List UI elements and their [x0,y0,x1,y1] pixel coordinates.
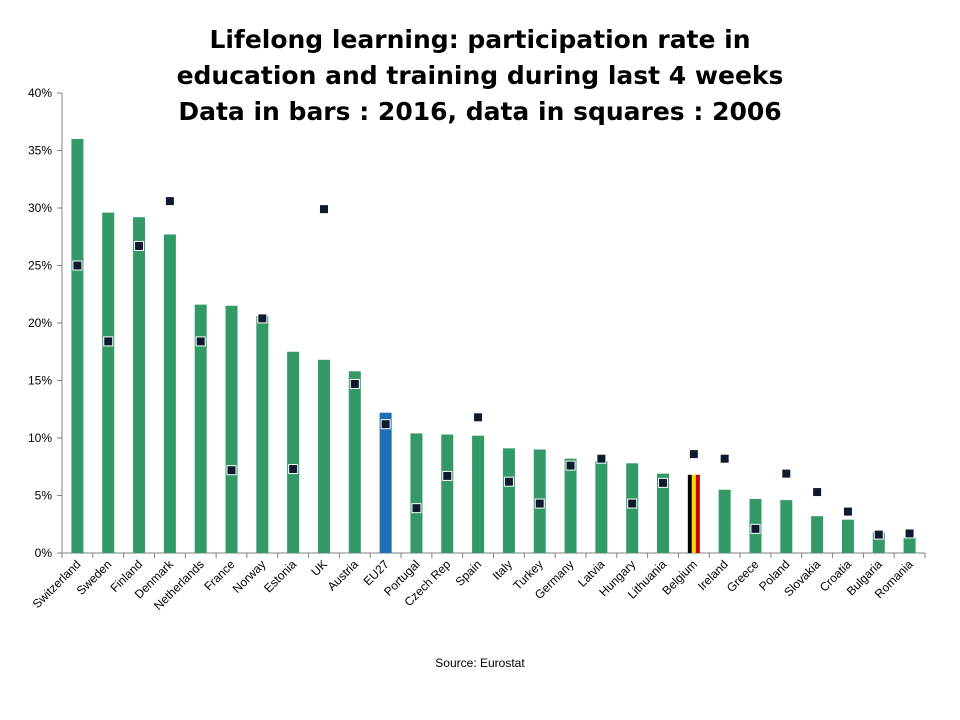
x-tick-label: Spain [453,557,485,589]
marker-2006 [750,523,761,534]
marker-2006 [596,453,607,464]
marker-2006 [164,196,175,207]
marker-2006 [134,240,145,251]
marker-2006 [812,487,823,498]
y-tick-label: 30% [28,201,52,215]
marker-2006 [873,529,884,540]
x-tick-label: Italy [490,557,515,582]
marker-2006 [781,468,792,479]
bar [256,316,269,553]
y-tick-label: 25% [28,259,52,273]
bar [564,458,577,553]
marker-2006 [842,506,853,517]
chart-title-line-3: Data in bars : 2016, data in squares : 2… [178,97,782,126]
bar [194,304,207,553]
y-tick-label: 35% [28,144,52,158]
marker-2006 [103,336,114,347]
bar [903,538,916,553]
bar [71,139,84,553]
marker-2006 [688,449,699,460]
bar [441,434,454,553]
bar-belgium-stripe [695,474,700,553]
bar [595,461,608,553]
bar-belgium-stripe [687,474,692,553]
chart-title: Lifelong learning: participation rate in… [0,22,960,130]
x-tick-label: UK [308,557,330,579]
source-note: Source: Eurostat [435,656,525,670]
x-tick-label: Switzerland [30,557,84,611]
y-tick-label: 10% [28,431,52,445]
bar [102,212,115,553]
y-tick-label: 5% [35,489,53,503]
x-tick-label: Sweden [74,557,115,598]
bar [657,473,670,553]
x-tick-label: Austria [325,557,362,594]
marker-2006 [318,204,329,215]
x-tick-label: Estonia [261,557,299,595]
bar [841,519,854,553]
bar [348,371,361,553]
bar [472,435,485,553]
bar [379,412,392,553]
marker-2006 [195,336,206,347]
marker-2006 [349,378,360,389]
chart-title-line-1: Lifelong learning: participation rate in [209,25,751,54]
bar [287,351,300,553]
bar-belgium [687,474,700,553]
bar [133,217,146,553]
marker-2006 [411,503,422,514]
bar [718,489,731,553]
marker-2006 [565,460,576,471]
x-tick-label: Greece [724,557,762,595]
x-tick-label: Belgium [659,557,700,598]
marker-2006 [226,465,237,476]
bar [163,234,176,553]
marker-2006 [72,260,83,271]
marker-2006 [473,412,484,423]
marker-2006 [288,464,299,475]
marker-2006 [627,498,638,509]
y-tick-label: 20% [28,316,52,330]
marker-2006 [658,477,669,488]
marker-2006 [719,453,730,464]
marker-2006 [503,476,514,487]
bar [317,359,330,553]
bar [780,500,793,553]
marker-2006 [442,470,453,481]
bar [410,433,423,553]
marker-2006 [380,419,391,430]
bar [225,305,238,553]
marker-2006 [257,313,268,324]
bar [502,448,515,553]
y-tick-label: 15% [28,374,52,388]
bar-belgium-stripe [691,474,696,553]
chart-title-line-2: education and training during last 4 wee… [176,61,784,90]
marker-2006 [534,498,545,509]
y-tick-label: 0% [35,546,53,560]
bar [811,516,824,553]
y-tick-label: 40% [28,86,52,100]
x-tick-label: Norway [230,557,269,596]
marker-2006 [904,528,915,539]
